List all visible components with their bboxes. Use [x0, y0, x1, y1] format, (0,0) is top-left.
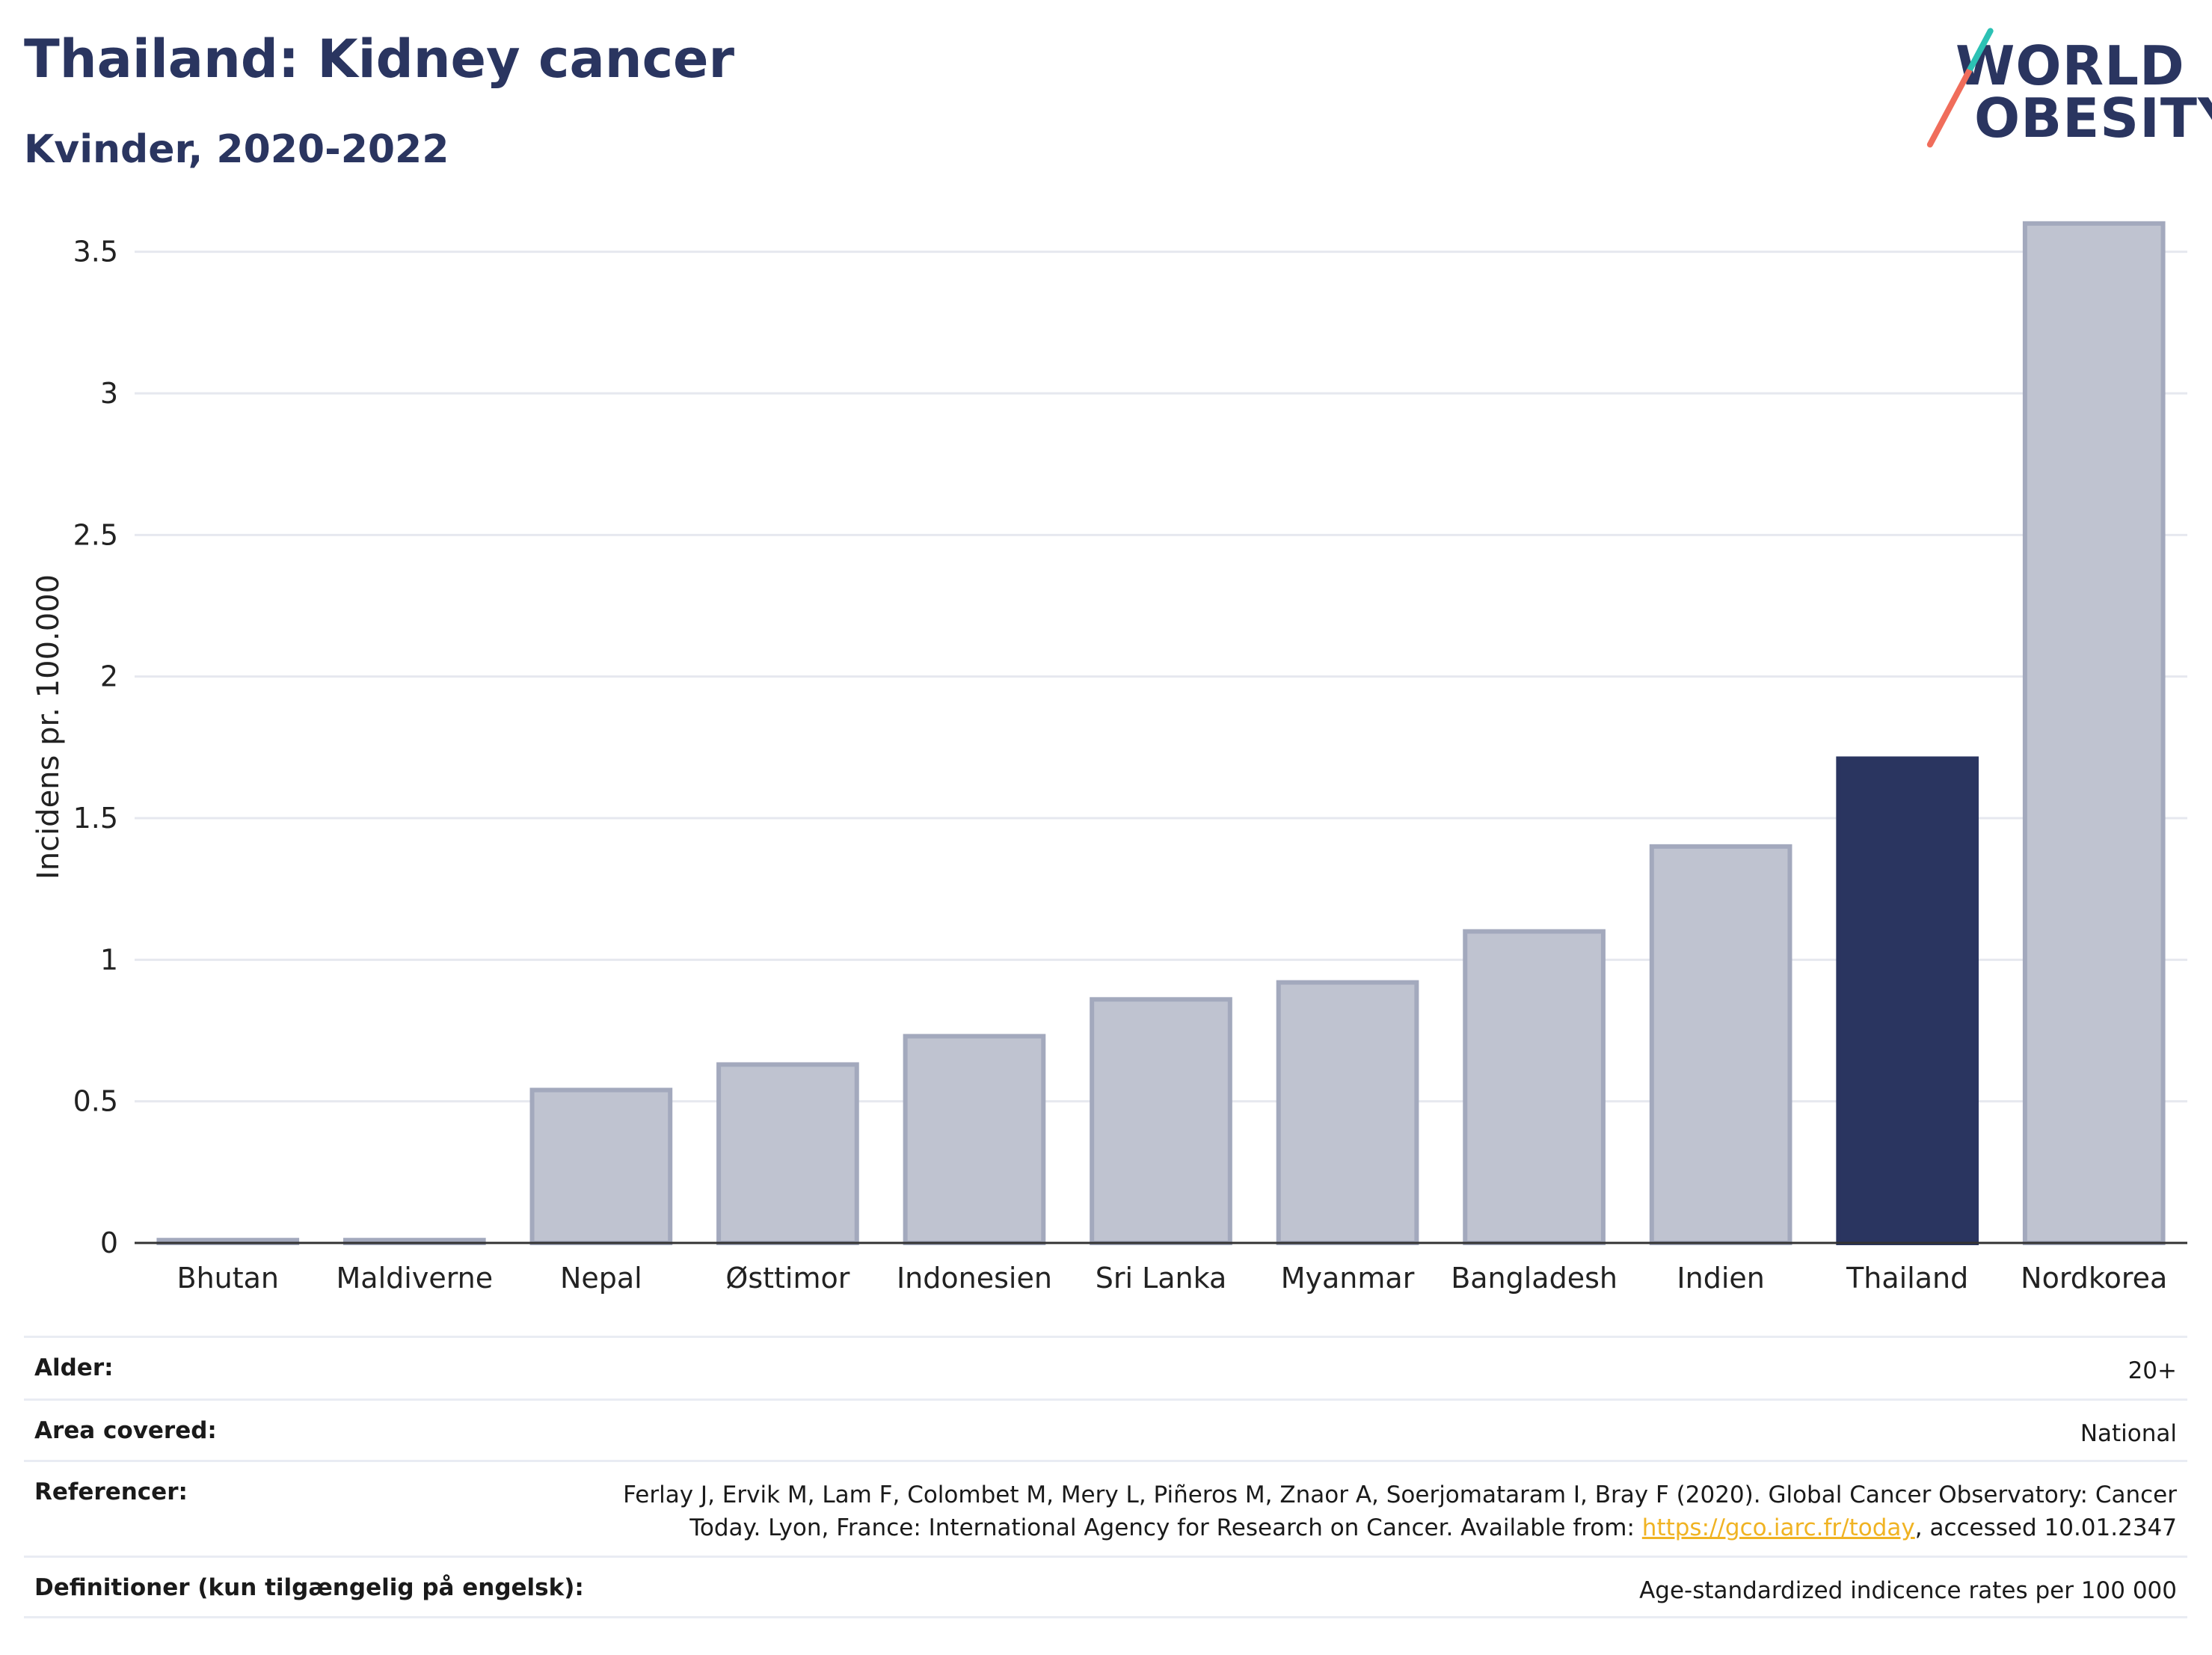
x-axis-labels: Bhutan Maldiverne Nepal Østtimor Indonesien S…	[177, 1262, 2168, 1295]
bar-bangladesh	[1463, 929, 1606, 1245]
info-table: Alder: 20+ Area covered: National Refere…	[24, 1336, 2187, 1618]
bar-chart: 0 0.5 1 1.5 2 2.5 3 3.5 Bhutan Maldiverne Nepal Øs…	[31, 221, 2187, 1295]
bar-østtimor	[716, 1062, 859, 1245]
x-category-label: Maldiverne	[337, 1262, 494, 1295]
logo-line1: WORLD	[1956, 34, 2185, 97]
x-category-label: Indien	[1677, 1262, 1764, 1295]
bars	[156, 221, 2166, 1246]
logo-line2: OBESITY	[1974, 87, 2212, 150]
bar-nepal	[529, 1087, 673, 1246]
x-category-label: Thailand	[1846, 1262, 1968, 1295]
bar-thailand	[1836, 756, 1979, 1245]
y-tick-label: 1	[100, 943, 118, 976]
x-category-label: Nordkorea	[2021, 1262, 2167, 1295]
y-tick-label: 0.5	[73, 1085, 118, 1118]
info-value-references: Ferlay J, Ervik M, Lam F, Colombet M, Me…	[569, 1479, 2177, 1544]
bar-indien	[1649, 844, 1792, 1246]
bar-nordkorea	[2022, 221, 2166, 1245]
info-key-age: Alder:	[34, 1354, 114, 1381]
y-tick-label: 3	[100, 377, 118, 410]
bar-sri-lanka	[1090, 997, 1232, 1245]
y-axis-title: Incidens pr. 100.000	[31, 574, 66, 879]
x-category-label: Myanmar	[1281, 1262, 1415, 1295]
y-tick-label: 1.5	[73, 802, 118, 835]
x-category-label: Indonesien	[897, 1262, 1052, 1295]
reference-link[interactable]: https://gco.iarc.fr/today	[1641, 1514, 1915, 1541]
y-tick-label: 0	[100, 1226, 118, 1259]
info-key-definitions: Definitioner (kun tilgængelig på engelsk…	[34, 1574, 584, 1601]
y-tick-label: 2.5	[73, 518, 118, 551]
x-category-label: Nepal	[560, 1262, 642, 1295]
x-category-label: Bhutan	[177, 1262, 280, 1295]
info-row-age: Alder: 20+	[24, 1336, 2187, 1398]
info-value-area: National	[2080, 1420, 2177, 1447]
info-value-definitions: Age-standardized indicence rates per 100…	[1639, 1577, 2177, 1604]
y-axis-ticks: 0 0.5 1 1.5 2 2.5 3 3.5	[73, 236, 118, 1259]
bar-myanmar	[1276, 980, 1419, 1246]
info-value-age: 20+	[2127, 1357, 2177, 1384]
y-tick-label: 3.5	[73, 236, 118, 268]
info-key-references: Referencer:	[34, 1479, 188, 1505]
info-row-area: Area covered: National	[24, 1398, 2187, 1460]
info-row-definitions: Definitioner (kun tilgængelig på engelsk…	[24, 1556, 2187, 1618]
info-key-area: Area covered:	[34, 1417, 217, 1444]
reference-text: Ferlay J, Ervik M, Lam F, Colombet M, Me…	[623, 1481, 2177, 1541]
world-obesity-logo: WORLD OBESITY	[1926, 22, 2212, 157]
info-row-references: Referencer: Ferlay J, Ervik M, Lam F, Co…	[24, 1460, 2187, 1556]
page-title: Thailand: Kidney cancer	[24, 28, 735, 90]
reference-accessed: , accessed 10.01.2347	[1914, 1514, 2177, 1541]
page-subtitle: Kvinder, 2020-2022	[24, 127, 449, 172]
x-category-label: Østtimor	[725, 1262, 850, 1295]
x-category-label: Bangladesh	[1451, 1262, 1617, 1295]
bar-indonesien	[903, 1034, 1046, 1246]
y-tick-label: 2	[100, 660, 118, 693]
x-category-label: Sri Lanka	[1096, 1262, 1227, 1295]
